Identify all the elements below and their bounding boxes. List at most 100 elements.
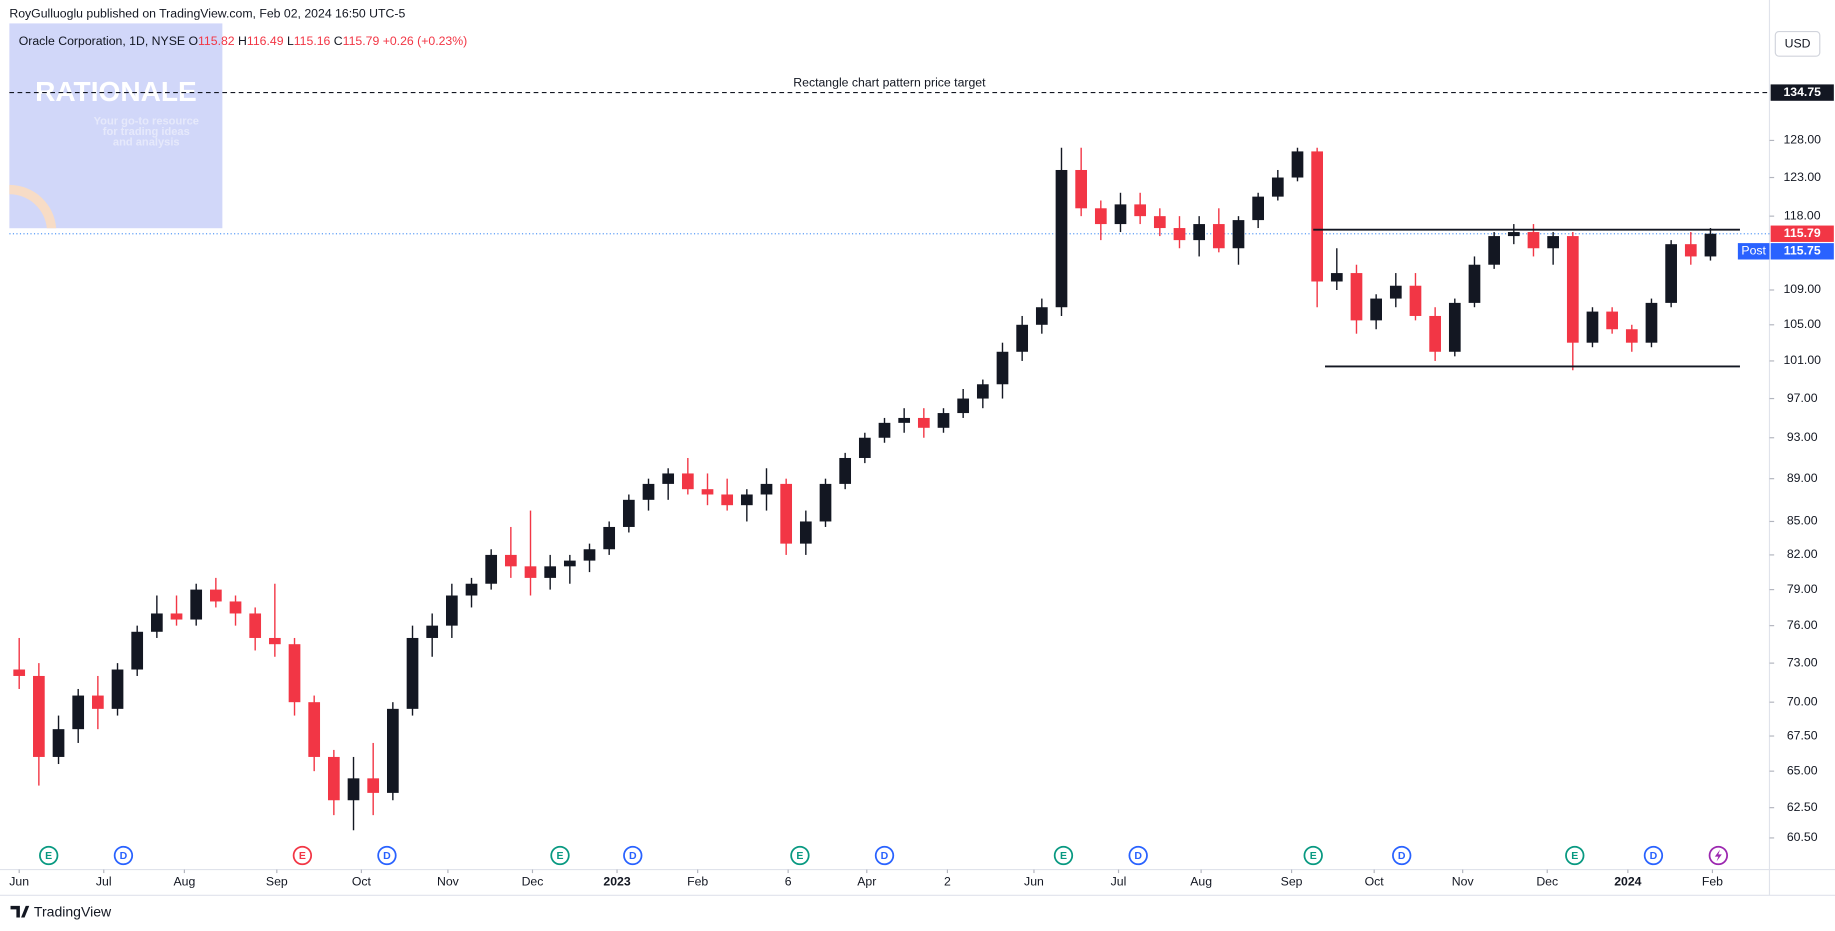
event-label: E bbox=[1310, 850, 1317, 862]
event-marker bbox=[623, 845, 643, 866]
candle-body bbox=[1311, 151, 1323, 282]
last-price-label: 115.79 bbox=[1784, 226, 1821, 240]
candle-body bbox=[1370, 298, 1382, 321]
event-marker bbox=[1053, 845, 1074, 866]
ohlc-label: C bbox=[334, 34, 343, 48]
candle-body bbox=[563, 560, 576, 567]
candle-body bbox=[1193, 224, 1206, 241]
candle-body bbox=[92, 695, 104, 709]
x-tick-label: Jun bbox=[9, 875, 29, 889]
candle-body bbox=[662, 473, 675, 484]
event-label: D bbox=[120, 850, 128, 862]
candle-body bbox=[721, 494, 734, 506]
candle-body bbox=[288, 644, 301, 703]
candle-body bbox=[367, 778, 380, 793]
event-marker bbox=[39, 845, 59, 866]
brand: TradingView bbox=[34, 904, 112, 920]
y-tick-label: 67.50 bbox=[1787, 728, 1818, 742]
watermark-box bbox=[9, 23, 223, 229]
candle-body bbox=[1252, 196, 1265, 221]
watermark-line: and analysis bbox=[113, 137, 180, 149]
candle-body bbox=[131, 631, 144, 670]
candle-body bbox=[799, 521, 812, 544]
event-marker bbox=[790, 845, 810, 866]
last-price-box bbox=[1770, 225, 1834, 242]
event-label: E bbox=[796, 850, 803, 862]
y-tick-label: 79.00 bbox=[1787, 582, 1818, 596]
x-tick-label: Nov bbox=[1452, 875, 1475, 889]
ohlc-value: 115.82 bbox=[198, 34, 235, 48]
candle-body bbox=[898, 417, 911, 423]
candle-body bbox=[327, 756, 340, 801]
event-label: E bbox=[45, 850, 52, 862]
event-marker bbox=[1643, 845, 1664, 866]
currency-button[interactable] bbox=[1774, 31, 1821, 57]
event-label: D bbox=[1134, 850, 1142, 862]
candle-body bbox=[1429, 315, 1441, 352]
candle-body bbox=[976, 384, 989, 399]
candle-body bbox=[1645, 302, 1658, 343]
candle-body bbox=[308, 702, 321, 757]
event-label: E bbox=[299, 850, 306, 862]
candle-body bbox=[52, 729, 65, 757]
candle-body bbox=[1271, 177, 1284, 197]
candle-body bbox=[1330, 273, 1343, 282]
candle-body bbox=[269, 637, 281, 645]
candle-body bbox=[1075, 169, 1088, 209]
ohlc-value: 116.49 bbox=[247, 34, 284, 48]
y-tick-label: 85.00 bbox=[1787, 514, 1818, 528]
candle-body bbox=[1566, 236, 1579, 343]
candle-body bbox=[1586, 311, 1599, 343]
candle-body bbox=[1527, 232, 1540, 249]
candle-body bbox=[229, 601, 242, 614]
candle-body bbox=[210, 589, 222, 602]
candle-body bbox=[1016, 324, 1029, 352]
candle-body bbox=[1606, 311, 1618, 330]
x-tick-label: 2024 bbox=[1614, 875, 1641, 889]
y-tick-label: 89.00 bbox=[1787, 471, 1818, 485]
candle-body bbox=[603, 526, 616, 550]
event-marker bbox=[550, 845, 570, 866]
candle-body bbox=[1114, 204, 1127, 225]
event-label: D bbox=[629, 850, 637, 862]
candle-body bbox=[681, 473, 694, 490]
candle-body bbox=[996, 351, 1009, 385]
post-tag: Post bbox=[1741, 244, 1766, 258]
x-tick-label: Jul bbox=[96, 875, 112, 889]
candle-body bbox=[1547, 236, 1559, 249]
candle-body bbox=[858, 437, 871, 458]
candle-body bbox=[1389, 285, 1402, 299]
y-tick-label: 76.00 bbox=[1787, 618, 1818, 632]
watermark-line: Your go-to resource bbox=[94, 116, 199, 128]
candle-body bbox=[445, 595, 458, 626]
x-tick-label: Feb bbox=[1702, 875, 1723, 889]
candle-body bbox=[1055, 169, 1068, 308]
y-tick-label: 109.00 bbox=[1783, 282, 1821, 296]
candle-body bbox=[740, 494, 753, 506]
y-tick-label: 123.00 bbox=[1783, 170, 1821, 184]
currency: USD bbox=[1785, 37, 1811, 51]
candle-body bbox=[33, 675, 45, 757]
post-tag-box bbox=[1737, 243, 1770, 260]
x-tick-label: Jun bbox=[1024, 875, 1044, 889]
x-tick-label: Feb bbox=[687, 875, 708, 889]
candle-body bbox=[1684, 244, 1697, 257]
watermark-title: RATIONALE bbox=[35, 76, 197, 107]
event-label: E bbox=[1060, 850, 1067, 862]
y-tick-label: 101.00 bbox=[1783, 353, 1821, 367]
candle-body bbox=[1488, 236, 1500, 265]
target-price-box bbox=[1770, 84, 1834, 101]
candle-body bbox=[1153, 216, 1166, 229]
candle-body bbox=[347, 778, 360, 801]
event-label: E bbox=[557, 850, 564, 862]
y-tick-label: 65.00 bbox=[1787, 763, 1818, 777]
y-tick-label: 97.00 bbox=[1787, 391, 1818, 405]
post-price-label: 115.75 bbox=[1784, 244, 1821, 258]
x-tick-label: Sep bbox=[1281, 875, 1303, 889]
event-label: E bbox=[1571, 850, 1578, 862]
watermark-line: for trading ideas bbox=[103, 126, 190, 138]
event-marker bbox=[874, 845, 895, 866]
watermark-arc bbox=[9, 184, 57, 229]
